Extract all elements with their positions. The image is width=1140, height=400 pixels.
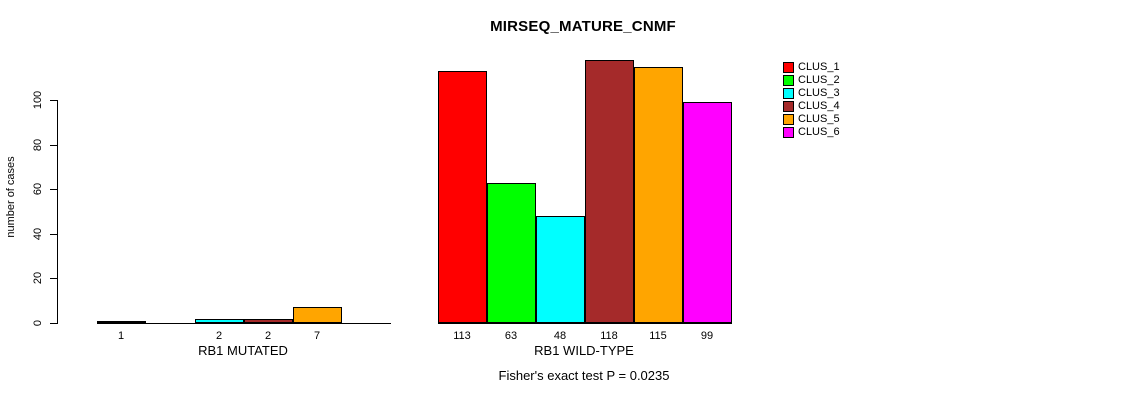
bar-clus_1 [437, 71, 487, 323]
legend-row: CLUS_5 [783, 114, 840, 125]
bar-clus_6 [682, 102, 732, 323]
y-axis-line [57, 100, 58, 324]
legend-swatch-clus_2 [783, 75, 794, 86]
x-axis-baseline [96, 323, 391, 324]
legend-item-label: CLUS_5 [798, 113, 840, 125]
bar-clus_3 [535, 216, 585, 323]
bar-clus_3 [194, 319, 244, 323]
y-tick-label: 60 [32, 183, 44, 196]
x-axis-baseline [437, 323, 732, 324]
bar-value-label: 99 [700, 330, 714, 342]
legend-row: CLUS_3 [783, 88, 840, 99]
y-tick-label: 40 [32, 227, 44, 240]
y-axis-label: number of cases [5, 156, 17, 238]
legend-swatch-clus_1 [783, 62, 794, 73]
bar-value-label: 63 [504, 330, 518, 342]
bar-value-label: 118 [600, 330, 618, 342]
legend-row: CLUS_1 [783, 62, 840, 73]
legend-row: CLUS_2 [783, 75, 840, 86]
legend-row: CLUS_6 [783, 127, 840, 138]
legend-item-label: CLUS_4 [798, 100, 840, 112]
group-label-rb1-wild-type: RB1 WILD-TYPE [534, 343, 634, 358]
legend-row: CLUS_4 [783, 101, 840, 112]
y-tick-mark [50, 233, 57, 235]
legend: CLUS_1 CLUS_2 CLUS_3 CLUS_4 CLUS_5 CLUS_6 [783, 62, 840, 138]
bar-clus_4 [243, 319, 293, 323]
bar-value-label: 113 [453, 330, 471, 342]
bar-value-label: 2 [215, 330, 223, 342]
legend-item-label: CLUS_1 [798, 61, 840, 73]
bar-clus_5 [292, 307, 342, 323]
legend-item-label: CLUS_6 [798, 126, 840, 138]
y-tick-mark [50, 144, 57, 146]
group-label-rb1-mutated: RB1 MUTATED [198, 343, 288, 358]
bar-clus_4 [584, 60, 634, 323]
chart-title: MIRSEQ_MATURE_CNMF [490, 18, 676, 35]
y-tick-mark [50, 189, 57, 191]
legend-swatch-clus_6 [783, 127, 794, 138]
bar-clus_2 [486, 183, 536, 323]
y-tick-label: 100 [32, 90, 44, 110]
legend-item-label: CLUS_2 [798, 74, 840, 86]
fisher-test-annotation: Fisher's exact test P = 0.0235 [498, 368, 670, 383]
y-tick-mark [50, 278, 57, 280]
legend-swatch-clus_5 [783, 114, 794, 125]
legend-item-label: CLUS_3 [798, 87, 840, 99]
legend-swatch-clus_4 [783, 101, 794, 112]
y-tick-mark [50, 323, 57, 324]
bar-value-label: 7 [313, 330, 321, 342]
y-tick-mark [50, 100, 57, 101]
legend-swatch-clus_3 [783, 88, 794, 99]
y-tick-label: 80 [32, 138, 44, 151]
bar-value-label: 1 [117, 330, 125, 342]
y-tick-label: 0 [32, 319, 44, 327]
bar-value-label: 115 [649, 330, 667, 342]
bar-clus_5 [633, 67, 683, 323]
y-tick-label: 20 [32, 272, 44, 285]
bar-value-label: 48 [553, 330, 567, 342]
bar-value-label: 2 [264, 330, 272, 342]
bar-clus_1 [96, 321, 146, 323]
